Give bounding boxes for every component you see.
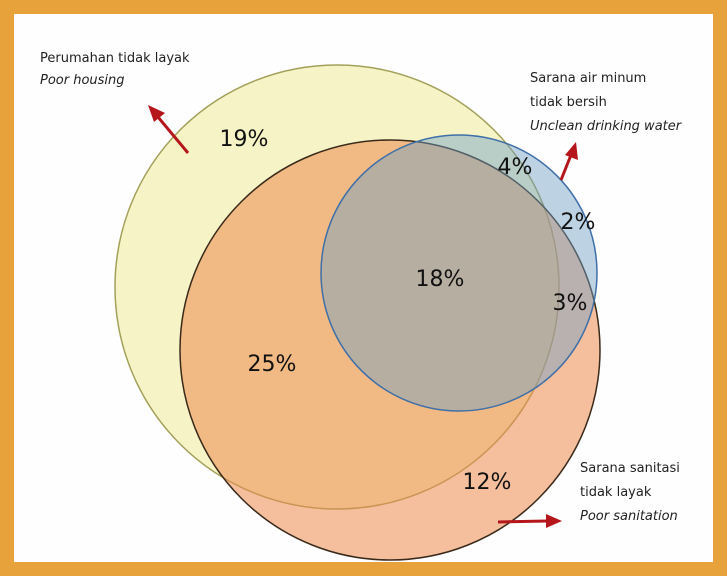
set-label: tidak bersih [530,95,607,110]
set-label-en: Poor sanitation [580,509,678,524]
set-label: Sarana sanitasi [580,461,680,476]
set-label-en: Unclean drinking water [530,119,683,134]
set-label-en: Poor housing [40,73,125,88]
region-label: 12% [463,470,512,495]
water-circle [320,134,598,412]
arrows [148,105,578,528]
region-label: 4% [498,155,533,180]
set-label: Perumahan tidak layak [40,51,190,66]
region-label: 18% [416,267,465,292]
set-label: Sarana air minum [530,71,646,86]
region-label: 19% [220,127,269,152]
region-label: 2% [561,210,596,235]
sanitation-circle [179,139,601,561]
set-label: tidak layak [580,485,652,500]
region-label: 25% [248,352,297,377]
region-label: 3% [553,291,588,316]
